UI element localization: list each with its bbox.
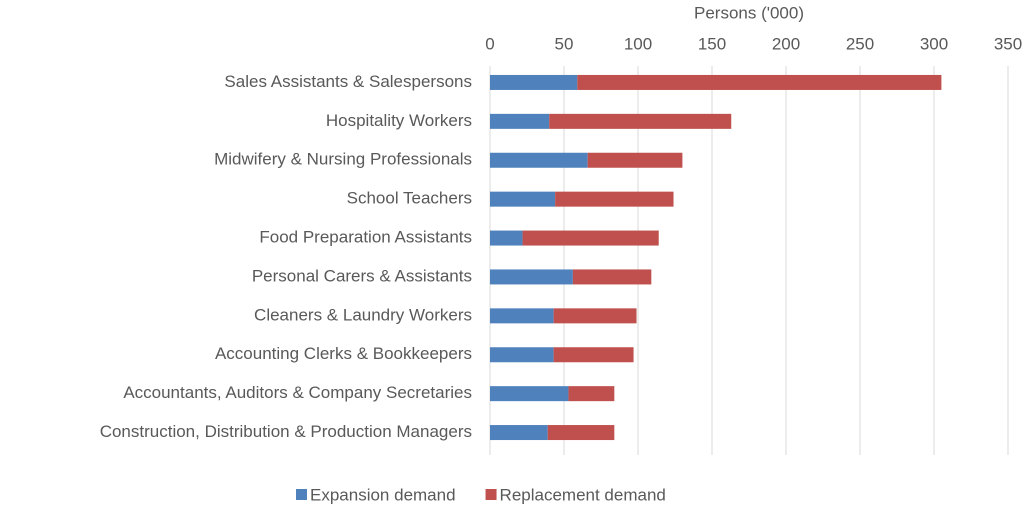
bar-segment [549, 113, 732, 129]
x-axis-title: Persons ('000) [694, 3, 804, 22]
x-tick-label: 300 [920, 34, 948, 53]
x-tick-label: 350 [994, 34, 1022, 53]
x-tick-label: 250 [846, 34, 874, 53]
y-tick-label: Construction, Distribution & Production … [100, 422, 472, 441]
legend-label: Replacement demand [500, 485, 666, 504]
legend-swatch [485, 489, 497, 500]
y-tick-label: School Teachers [347, 189, 472, 208]
y-tick-label: Personal Carers & Assistants [252, 266, 472, 285]
bar-segment [572, 269, 652, 285]
x-tick-label: 200 [772, 34, 800, 53]
bar-segment [587, 152, 683, 168]
legend-label: Expansion demand [310, 485, 456, 504]
bar-segment [490, 425, 548, 441]
y-tick-label: Accountants, Auditors & Company Secretar… [123, 383, 472, 402]
bar-segment [490, 113, 550, 129]
bar-segment [490, 230, 523, 246]
y-tick-label: Sales Assistants & Salespersons [224, 72, 472, 91]
legend-swatch [296, 489, 307, 500]
bar-segment [555, 191, 674, 207]
y-tick-label: Food Preparation Assistants [259, 228, 472, 247]
bar-segment [553, 347, 634, 363]
y-tick-label: Midwifery & Nursing Professionals [214, 150, 472, 169]
bar-segment [490, 386, 569, 402]
x-tick-label: 0 [485, 34, 494, 53]
bar-segment [490, 347, 554, 363]
x-tick-label: 50 [555, 34, 574, 53]
y-tick-label: Hospitality Workers [326, 111, 472, 130]
y-tick-label: Accounting Clerks & Bookkeepers [215, 344, 472, 363]
bar-segment [547, 425, 615, 441]
bar-segment [553, 308, 637, 324]
x-tick-label: 150 [698, 34, 726, 53]
bar-segment [490, 191, 556, 207]
bar-segment [568, 386, 615, 402]
bar-segment [522, 230, 659, 246]
x-tick-label: 100 [624, 34, 652, 53]
y-tick-label: Cleaners & Laundry Workers [254, 305, 472, 324]
bar-segment [490, 152, 588, 168]
bar-segment [490, 74, 578, 90]
bar-segment [490, 308, 554, 324]
bar-segment [577, 74, 942, 90]
bar-segment [490, 269, 573, 285]
